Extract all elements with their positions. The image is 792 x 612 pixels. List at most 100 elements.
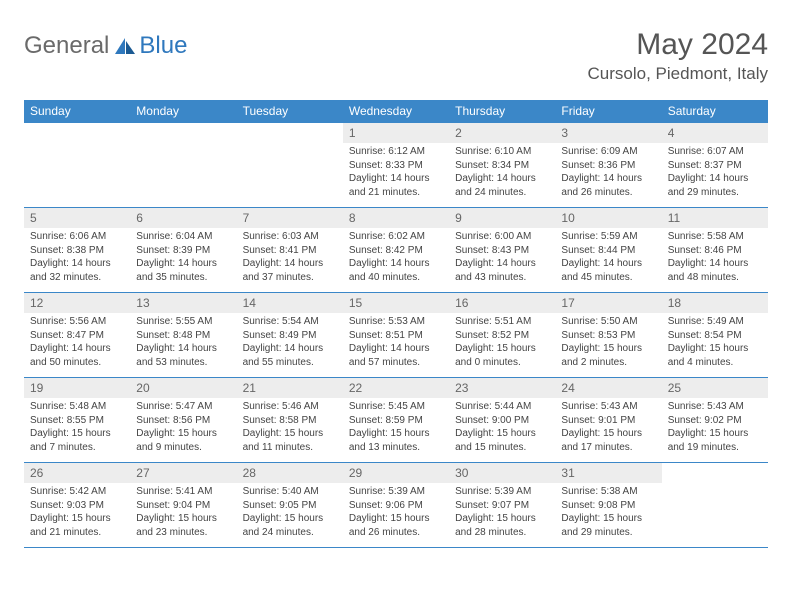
sunset-line: Sunset: 8:36 PM [561,159,655,173]
day-number: 16 [449,293,555,313]
sunrise-line: Sunrise: 5:40 AM [243,485,337,499]
calendar-cell: 18Sunrise: 5:49 AMSunset: 8:54 PMDayligh… [662,293,768,378]
weekday-header: Friday [555,100,661,123]
sunset-line: Sunset: 9:00 PM [455,414,549,428]
sunset-line: Sunset: 8:48 PM [136,329,230,343]
daylight-line: Daylight: 14 hours and 35 minutes. [136,257,230,284]
sunrise-line: Sunrise: 6:00 AM [455,230,549,244]
sunrise-line: Sunrise: 6:09 AM [561,145,655,159]
logo-text-general: General [24,32,109,60]
sunset-line: Sunset: 9:01 PM [561,414,655,428]
sunset-line: Sunset: 8:39 PM [136,244,230,258]
logo-sail-icon [113,36,137,56]
title-block: May 2024 Cursolo, Piedmont, Italy [588,28,768,84]
day-number: 9 [449,208,555,228]
daylight-line: Daylight: 14 hours and 37 minutes. [243,257,337,284]
sunset-line: Sunset: 9:05 PM [243,499,337,513]
daylight-line: Daylight: 15 hours and 21 minutes. [30,512,124,539]
calendar-cell: 3Sunrise: 6:09 AMSunset: 8:36 PMDaylight… [555,123,661,208]
calendar-row: 12Sunrise: 5:56 AMSunset: 8:47 PMDayligh… [24,293,768,378]
sunset-line: Sunset: 9:06 PM [349,499,443,513]
logo: General Blue [24,28,187,60]
weekday-header: Saturday [662,100,768,123]
sunset-line: Sunset: 8:51 PM [349,329,443,343]
day-number: 6 [130,208,236,228]
daylight-line: Daylight: 14 hours and 40 minutes. [349,257,443,284]
sunrise-line: Sunrise: 5:59 AM [561,230,655,244]
calendar-cell: 14 Sunrise: 5:54 AMSunset: 8:49 PMDayligh… [237,293,343,378]
day-number: 15 [343,293,449,313]
weekday-header: Thursday [449,100,555,123]
calendar-cell: 22Sunrise: 5:45 AMSunset: 8:59 PMDayligh… [343,378,449,463]
sunrise-line: Sunrise: 5:50 AM [561,315,655,329]
sunset-line: Sunset: 9:03 PM [30,499,124,513]
sunrise-line: Sunrise: 5:39 AM [455,485,549,499]
daylight-line: Daylight: 15 hours and 24 minutes. [243,512,337,539]
day-number: 12 [24,293,130,313]
sunrise-line: Sunrise: 5:45 AM [349,400,443,414]
day-number: 14 [237,293,343,313]
calendar-cell: 2Sunrise: 6:10 AMSunset: 8:34 PMDaylight… [449,123,555,208]
day-number: 25 [662,378,768,398]
daylight-line: Daylight: 15 hours and 17 minutes. [561,427,655,454]
month-title: May 2024 [588,28,768,62]
sunset-line: Sunset: 8:47 PM [30,329,124,343]
sunrise-line: Sunrise: 5:47 AM [136,400,230,414]
calendar-cell: 13Sunrise: 5:55 AMSunset: 8:48 PMDayligh… [130,293,236,378]
calendar-cell: 28 Sunrise: 5:40 AMSunset: 9:05 PMDayligh… [237,463,343,548]
calendar-cell: 7 Sunrise: 6:03 AMSunset: 8:41 PMDaylight… [237,208,343,293]
calendar-cell: 25Sunrise: 5:43 AMSunset: 9:02 PMDayligh… [662,378,768,463]
sunset-line: Sunset: 8:55 PM [30,414,124,428]
sunset-line: Sunset: 9:07 PM [455,499,549,513]
day-number: 22 [343,378,449,398]
day-number: 31 [555,463,661,483]
calendar-cell: 30Sunrise: 5:39 AMSunset: 9:07 PMDayligh… [449,463,555,548]
day-number: 7 [237,208,343,228]
sunset-line: Sunset: 8:49 PM [243,329,337,343]
daylight-line: Daylight: 14 hours and 43 minutes. [455,257,549,284]
sunrise-line: Sunrise: 5:53 AM [349,315,443,329]
calendar-row: 19 Sunrise: 5:48 AMSunset: 8:55 PM Dayligh… [24,378,768,463]
daylight-line: Daylight: 15 hours and 26 minutes. [349,512,443,539]
sunset-line: Sunset: 8:43 PM [455,244,549,258]
sunrise-line: Sunrise: 5:41 AM [136,485,230,499]
calendar-row: 26Sunrise: 5:42 AMSunset: 9:03 PMDayligh… [24,463,768,548]
sunrise-line: Sunrise: 5:54 AM [243,315,337,329]
sunrise-line: Sunrise: 5:48 AM [30,400,124,414]
location: Cursolo, Piedmont, Italy [588,64,768,84]
day-number: 2 [449,123,555,143]
calendar-cell [130,123,236,208]
calendar-cell: 9 Sunrise: 6:00 AMSunset: 8:43 PMDaylight… [449,208,555,293]
daylight-line: Daylight: 14 hours and 24 minutes. [455,172,549,199]
day-number: 17 [555,293,661,313]
calendar-cell: 21Sunrise: 5:46 AMSunset: 8:58 PMDayligh… [237,378,343,463]
day-number: 19 [24,378,130,398]
daylight-line: Daylight: 14 hours and 45 minutes. [561,257,655,284]
daylight-line: Daylight: 14 hours and 55 minutes. [243,342,337,369]
daylight-line: Daylight: 15 hours and 9 minutes. [136,427,230,454]
weekday-header: Wednesday [343,100,449,123]
daylight-line: Daylight: 15 hours and 2 minutes. [561,342,655,369]
daylight-line: Daylight: 14 hours and 48 minutes. [668,257,762,284]
day-number: 28 [237,463,343,483]
daylight-line: Daylight: 15 hours and 15 minutes. [455,427,549,454]
weekday-header: Sunday [24,100,130,123]
daylight-line: Daylight: 15 hours and 19 minutes. [668,427,762,454]
sunrise-line: Sunrise: 5:43 AM [668,400,762,414]
calendar-cell [237,123,343,208]
calendar-cell: 15Sunrise: 5:53 AMSunset: 8:51 PMDayligh… [343,293,449,378]
calendar-head: SundayMondayTuesdayWednesdayThursdayFrid… [24,100,768,123]
calendar-body: 1Sunrise: 6:12 AMSunset: 8:33 PMDaylight… [24,123,768,548]
daylight-line: Daylight: 15 hours and 4 minutes. [668,342,762,369]
calendar-cell: 31Sunrise: 5:38 AMSunset: 9:08 PMDayligh… [555,463,661,548]
sunrise-line: Sunrise: 5:51 AM [455,315,549,329]
calendar-cell [662,463,768,548]
sunrise-line: Sunrise: 6:04 AM [136,230,230,244]
sunrise-line: Sunrise: 6:03 AM [243,230,337,244]
day-number: 29 [343,463,449,483]
sunrise-line: Sunrise: 6:12 AM [349,145,443,159]
day-number: 10 [555,208,661,228]
day-number: 5 [24,208,130,228]
sunset-line: Sunset: 8:41 PM [243,244,337,258]
calendar-cell: 19Sunrise: 5:48 AMSunset: 8:55 PMDayligh… [24,378,130,463]
